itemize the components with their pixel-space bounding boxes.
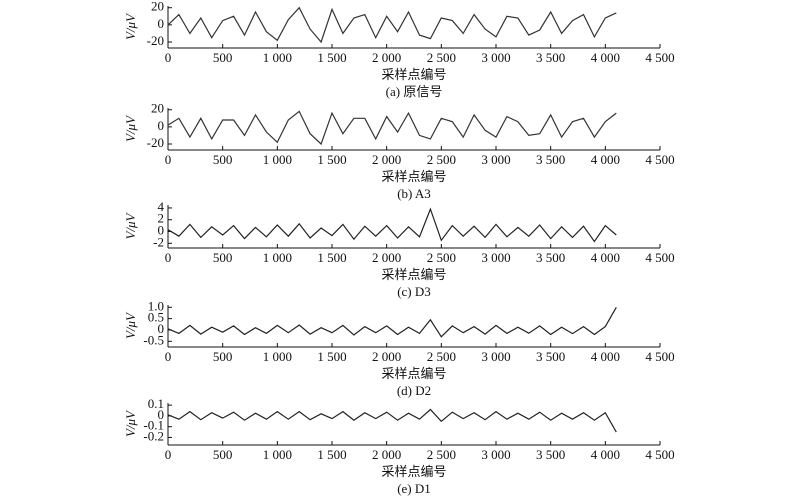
x-tick-label: 0: [165, 447, 172, 462]
x-tick-label: 2 000: [372, 152, 401, 167]
x-tick-label: 500: [213, 250, 233, 265]
x-tick-label: 0: [165, 50, 172, 65]
x-tick-label: 2 500: [427, 152, 456, 167]
caption: (b) A3: [397, 186, 431, 201]
x-tick-label: 3 000: [481, 349, 510, 364]
x-tick-label: 4 500: [645, 152, 674, 167]
x-tick-label: 1 000: [263, 50, 292, 65]
x-tick-label: 3 500: [536, 447, 565, 462]
y-tick-label: 2: [158, 211, 165, 226]
x-axis-label: 采样点编号: [381, 366, 446, 381]
y-axis-label: V/μV: [123, 311, 138, 339]
x-axis-label: 采样点编号: [381, 267, 446, 282]
x-tick-label: 4 500: [645, 447, 674, 462]
y-tick-label: 20: [151, 101, 164, 116]
caption: (a) 原信号: [386, 84, 443, 99]
signal-line: [167, 6, 617, 44]
x-tick-label: 1 000: [263, 250, 292, 265]
y-tick-label: -0.1: [143, 418, 164, 433]
y-tick-label: -20: [147, 135, 164, 150]
x-tick-label: 2 500: [427, 447, 456, 462]
x-tick-label: 1 500: [317, 349, 346, 364]
y-tick-label: 0: [158, 118, 165, 133]
x-tick-label: 500: [213, 50, 233, 65]
x-tick-label: 0: [165, 349, 172, 364]
signal-line: [167, 207, 617, 243]
x-tick-label: 3 500: [536, 349, 565, 364]
x-tick-label: 4 500: [645, 50, 674, 65]
y-tick-label: -20: [147, 33, 164, 48]
x-axis-label: 采样点编号: [381, 67, 446, 82]
x-tick-label: 2 000: [372, 447, 401, 462]
x-tick-label: 3 000: [481, 447, 510, 462]
x-tick-label: 1 500: [317, 152, 346, 167]
x-tick-label: 500: [213, 152, 233, 167]
y-tick-label: 20: [151, 0, 164, 14]
x-tick-label: 2 500: [427, 349, 456, 364]
x-tick-label: 1 000: [263, 349, 292, 364]
x-tick-label: 4 500: [645, 250, 674, 265]
x-tick-label: 3 500: [536, 152, 565, 167]
x-tick-label: 4 000: [591, 349, 620, 364]
x-tick-label: 2 000: [372, 50, 401, 65]
caption: (d) D2: [397, 383, 431, 398]
x-tick-label: 4 000: [591, 447, 620, 462]
y-tick-label: -2: [153, 234, 164, 249]
y-axis-label: V/μV: [123, 211, 138, 239]
x-tick-label: 3 000: [481, 50, 510, 65]
x-tick-label: 3 000: [481, 152, 510, 167]
x-tick-label: 1 000: [263, 447, 292, 462]
x-tick-label: 3 500: [536, 250, 565, 265]
x-tick-label: 1 000: [263, 152, 292, 167]
x-tick-label: 500: [213, 349, 233, 364]
x-tick-label: 2 000: [372, 250, 401, 265]
x-tick-label: 4 000: [591, 152, 620, 167]
x-tick-label: 0: [165, 152, 172, 167]
x-tick-label: 1 500: [317, 447, 346, 462]
signal-line: [167, 110, 617, 146]
y-tick-label: 0: [158, 407, 165, 422]
x-axis-label: 采样点编号: [381, 169, 446, 184]
x-axis-label: 采样点编号: [381, 464, 446, 479]
y-tick-label: 0: [158, 16, 165, 31]
signal-line: [167, 307, 617, 338]
x-tick-label: 2 500: [427, 50, 456, 65]
y-tick-label: 0.5: [148, 310, 164, 325]
y-axis-label: V/μV: [123, 114, 138, 142]
x-tick-label: 4 000: [591, 50, 620, 65]
x-tick-label: 500: [213, 447, 233, 462]
y-tick-label: 0: [158, 321, 165, 336]
y-tick-label: -0.2: [143, 428, 164, 443]
x-tick-label: 3 500: [536, 50, 565, 65]
y-axis-label: V/μV: [123, 409, 138, 437]
signal-line: [167, 408, 617, 433]
y-axis-label: V/μV: [123, 12, 138, 40]
x-tick-label: 1 500: [317, 50, 346, 65]
x-tick-label: 3 000: [481, 250, 510, 265]
y-tick-label: 0: [158, 222, 165, 237]
caption: (e) D1: [397, 481, 431, 496]
y-tick-label: 1.0: [148, 298, 164, 313]
y-tick-label: 4: [158, 199, 165, 214]
caption: (c) D3: [397, 284, 431, 299]
x-tick-label: 4 000: [591, 250, 620, 265]
x-tick-label: 1 500: [317, 250, 346, 265]
x-tick-label: 4 500: [645, 349, 674, 364]
y-tick-label: 0.1: [148, 396, 164, 411]
x-tick-label: 2 500: [427, 250, 456, 265]
y-tick-label: -0.5: [143, 332, 164, 347]
x-tick-label: 2 000: [372, 349, 401, 364]
x-tick-label: 0: [165, 250, 172, 265]
